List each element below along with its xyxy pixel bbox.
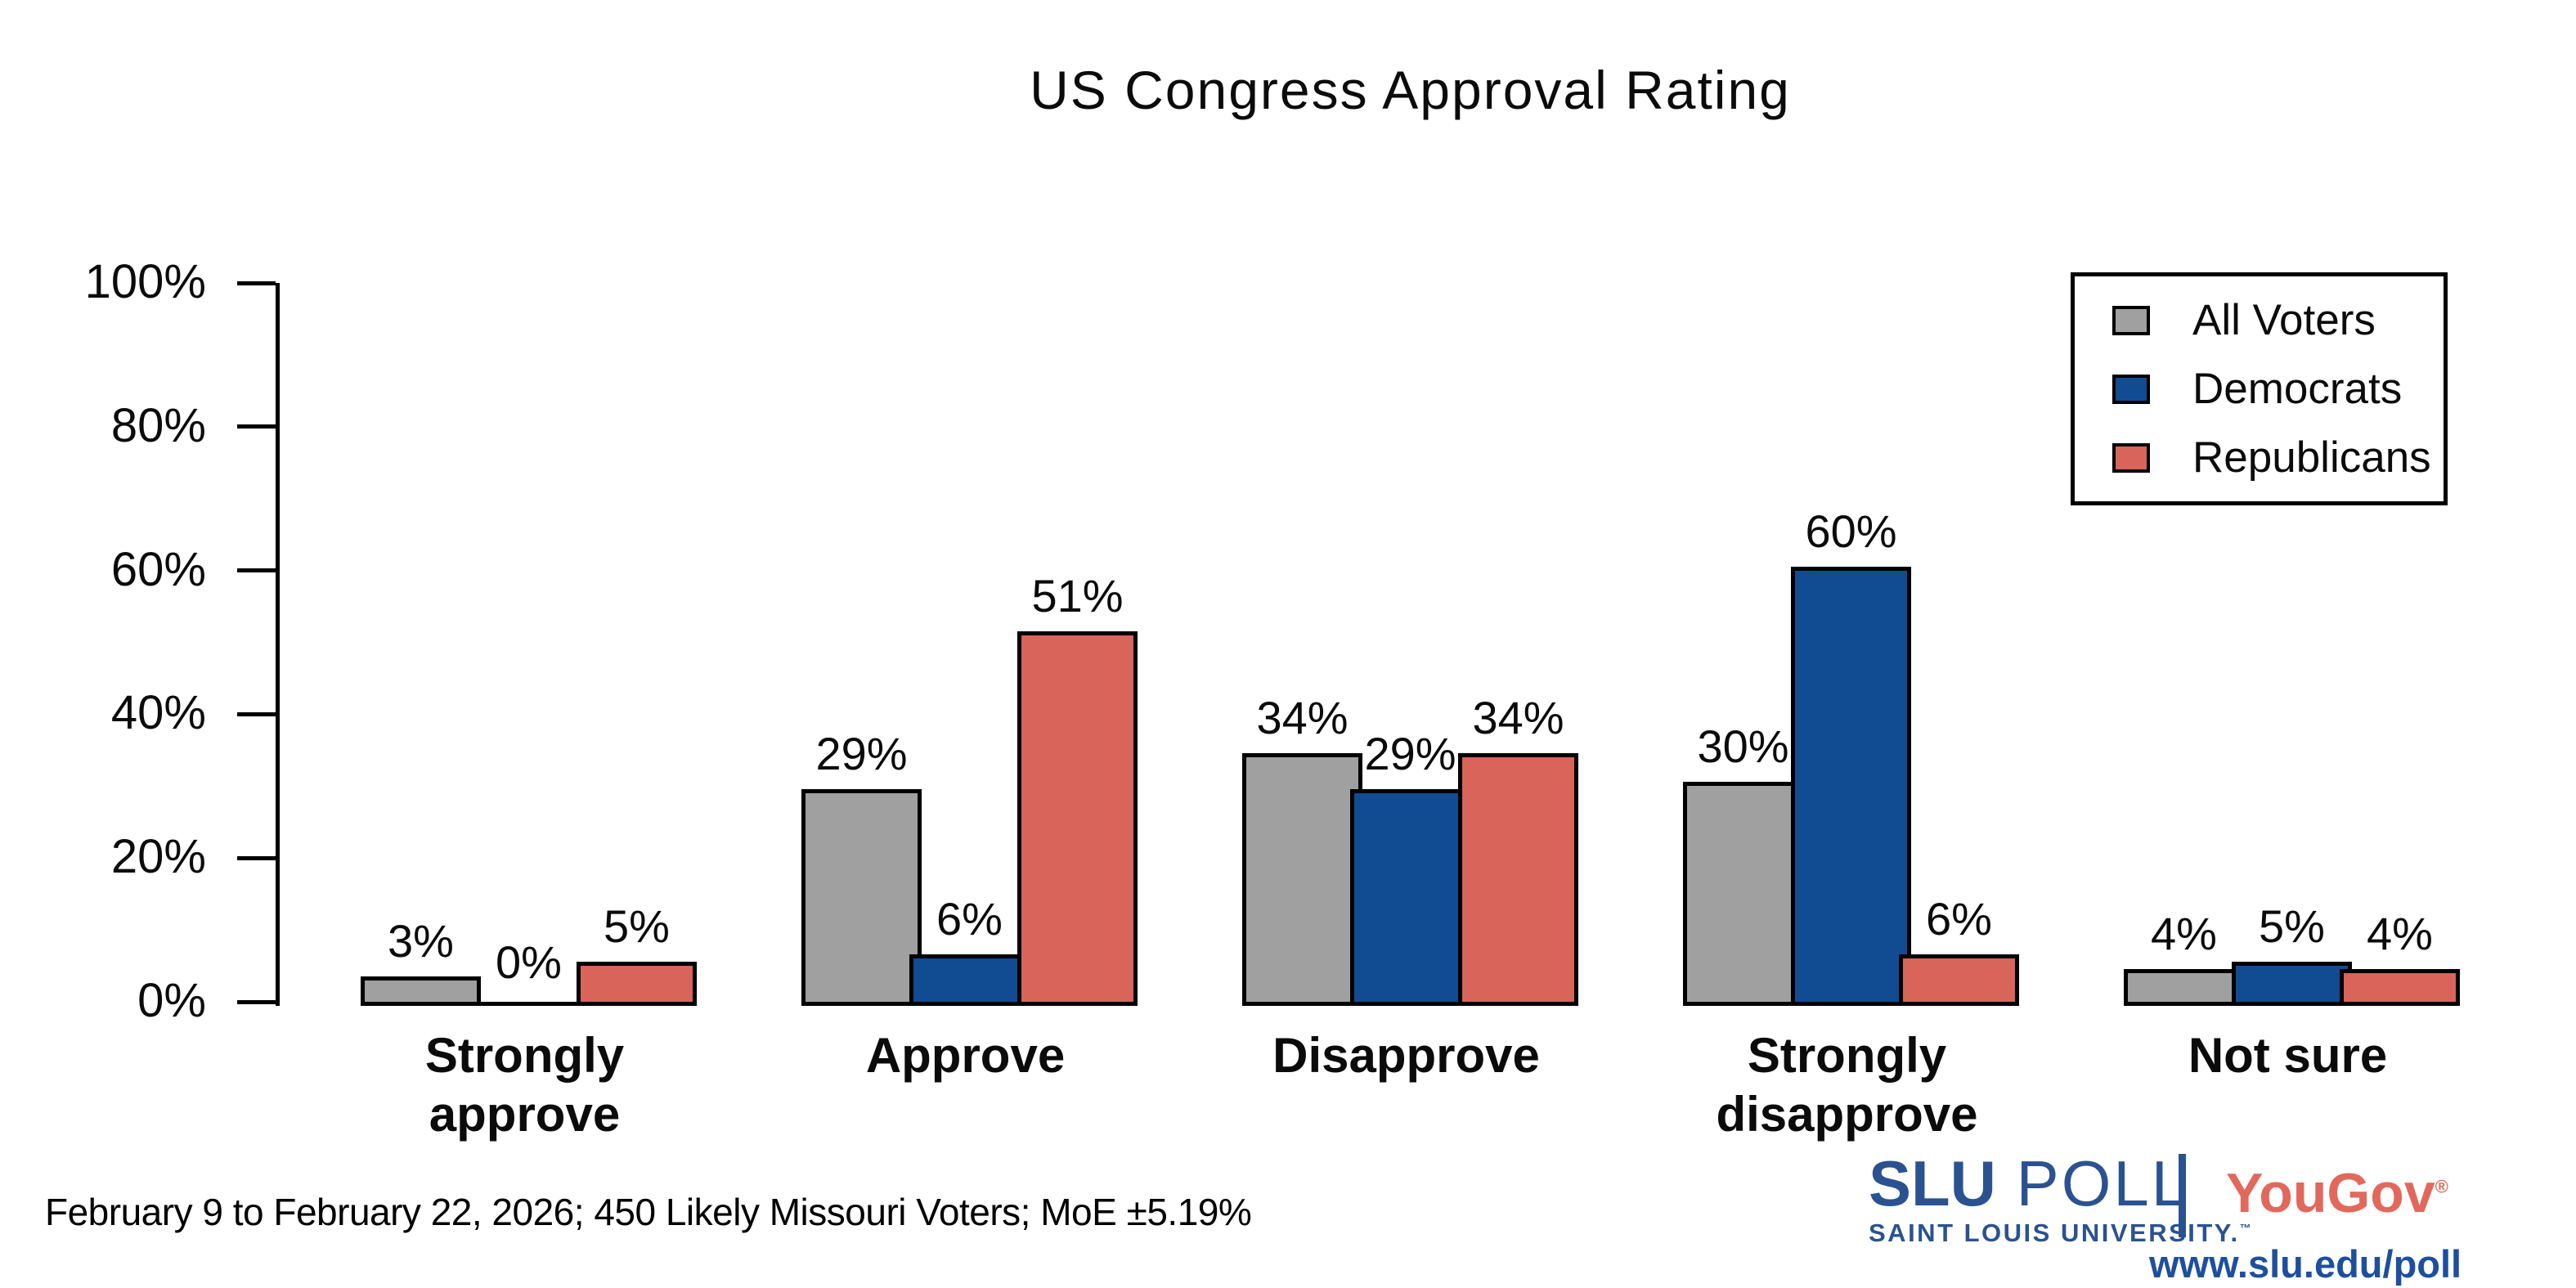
value-label: 5% (604, 900, 670, 952)
category-label-not-sure: Not sure (2188, 1028, 2388, 1083)
logo-divider (2179, 1154, 2186, 1237)
legend-item-republicans: Republicans (2112, 433, 2444, 482)
y-axis-tick-label: 60% (110, 542, 206, 596)
poll-url: www.slu.edu/poll (2149, 1242, 2462, 1286)
y-axis-tick-label: 40% (110, 686, 206, 740)
category-label-strongly-disapprove: Strongly disapprove (1716, 1028, 1978, 1142)
legend-label: Republicans (2192, 433, 2431, 482)
y-axis-tick (237, 999, 276, 1004)
bar-democrats-strongly-approve (469, 1002, 589, 1006)
y-axis-tick (237, 855, 276, 860)
y-axis-tick-label: 100% (84, 255, 206, 308)
legend-item-all-voters: All Voters (2112, 295, 2444, 345)
chart-title: US Congress Approval Rating (1030, 60, 1791, 120)
category-label-strongly-approve: Strongly approve (424, 1028, 625, 1142)
legend-swatch (2112, 374, 2150, 404)
slu-poll-logo: SLU POLL SAINT LOUIS UNIVERSITY.™ (1869, 1151, 2253, 1248)
y-axis-tick (237, 568, 276, 573)
value-label: 30% (1697, 720, 1789, 772)
y-axis-tick-label: 0% (137, 974, 206, 1027)
bar-democrats-not-sure (2232, 962, 2352, 1006)
bar-democrats-approve (909, 954, 1030, 1006)
bar-all-voters-strongly-disapprove (1683, 782, 1803, 1006)
legend-swatch (2112, 305, 2150, 335)
value-label: 6% (1926, 893, 1992, 945)
poll-logo-text: POLL (1996, 1147, 2190, 1219)
y-axis-tick (237, 711, 276, 716)
value-label: 34% (1472, 692, 1564, 743)
legend-label: All Voters (2192, 296, 2376, 344)
bar-all-voters-approve (801, 789, 922, 1006)
trademark-symbol: ™ (2239, 1221, 2254, 1235)
y-axis-tick (237, 424, 276, 429)
bar-republicans-approve (1017, 631, 1138, 1006)
value-label: 0% (496, 936, 562, 988)
yougov-logo: YouGov® (2226, 1162, 2448, 1224)
value-label: 60% (1805, 505, 1897, 557)
y-axis-line (276, 283, 280, 1006)
legend: All Voters Democrats Republicans (2071, 272, 2448, 505)
category-label-disapprove: Disapprove (1272, 1028, 1540, 1083)
bar-republicans-disapprove (1458, 753, 1578, 1006)
footnote: February 9 to February 22, 2026; 450 Lik… (45, 1191, 1252, 1233)
legend-label: Democrats (2192, 365, 2403, 413)
slu-university-text: SAINT LOUIS UNIVERSITY.™ (1869, 1218, 2254, 1247)
y-axis-tick (237, 280, 276, 285)
bar-democrats-disapprove (1350, 789, 1470, 1006)
category-label-approve: Approve (865, 1028, 1066, 1083)
value-label: 4% (2367, 908, 2433, 959)
y-axis-tick-label: 80% (110, 398, 206, 452)
bar-all-voters-not-sure (2124, 969, 2244, 1006)
value-label: 4% (2151, 908, 2217, 959)
value-label: 3% (388, 915, 454, 967)
slu-logo-text: SLU (1869, 1147, 1996, 1219)
value-label: 34% (1256, 692, 1349, 743)
legend-swatch (2112, 442, 2150, 473)
y-axis-tick-label: 20% (110, 830, 206, 884)
value-label: 29% (815, 728, 908, 779)
bar-republicans-not-sure (2340, 969, 2460, 1006)
legend-item-democrats: Democrats (2112, 364, 2444, 414)
bar-republicans-strongly-approve (577, 962, 697, 1006)
value-label: 6% (936, 893, 1003, 945)
bar-all-voters-disapprove (1242, 753, 1362, 1006)
registered-symbol: ® (2435, 1176, 2448, 1197)
value-label: 29% (1364, 728, 1456, 779)
bar-republicans-strongly-disapprove (1899, 954, 2019, 1006)
bar-democrats-strongly-disapprove (1791, 567, 1911, 1006)
slu-poll-wordmark: SLU POLL (1869, 1151, 2253, 1215)
bar-all-voters-strongly-approve (361, 976, 481, 1006)
value-label: 51% (1031, 570, 1124, 622)
value-label: 5% (2259, 900, 2325, 952)
